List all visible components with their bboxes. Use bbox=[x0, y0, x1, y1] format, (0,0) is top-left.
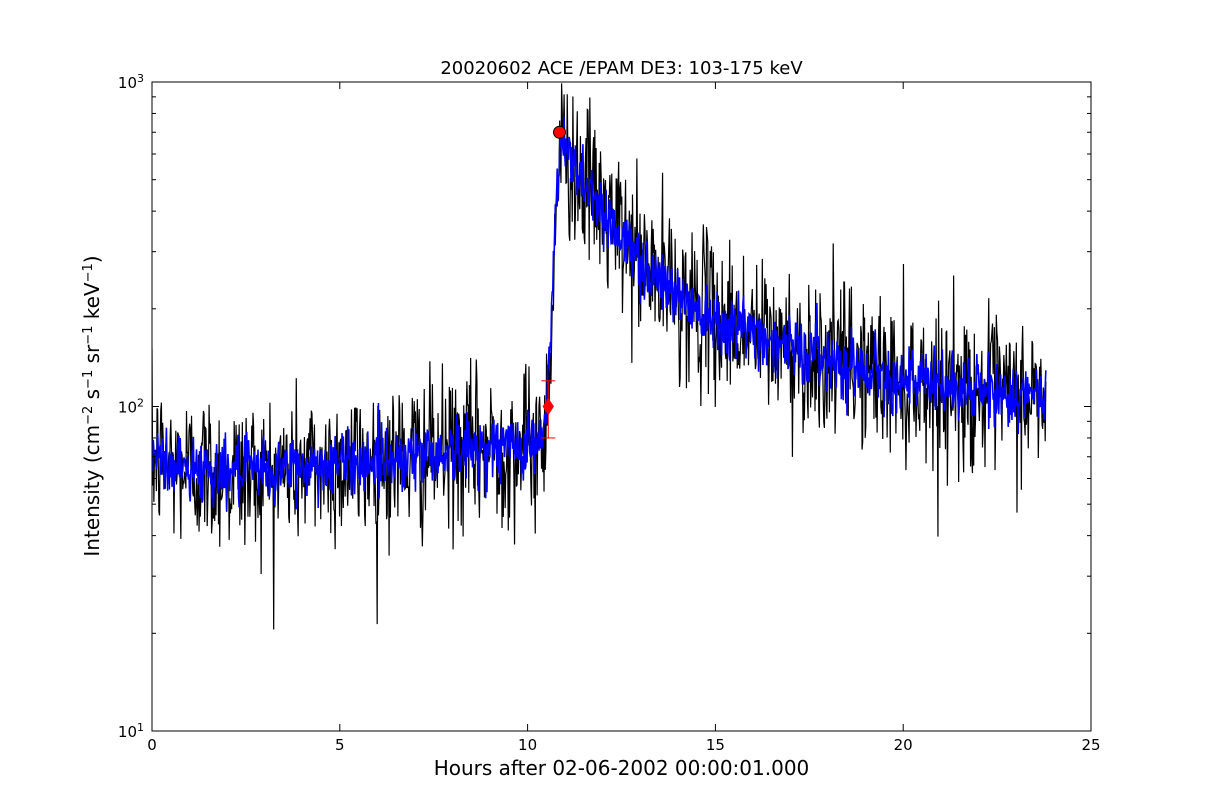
y-tick-label: 102 bbox=[118, 396, 144, 417]
series-line-smoothed bbox=[152, 116, 1047, 512]
marker-layer bbox=[541, 125, 567, 439]
onset-marker-diamond bbox=[542, 397, 554, 416]
x-tick-label: 5 bbox=[335, 736, 345, 754]
tick-labels-layer: 0 5 10 15 20 25 101 102 103 bbox=[118, 72, 1101, 755]
plot-data-layer bbox=[152, 83, 1047, 630]
peak-marker-circle bbox=[553, 125, 567, 139]
x-tick-label: 0 bbox=[147, 736, 157, 754]
x-tick-label: 15 bbox=[706, 736, 725, 754]
x-tick-label: 10 bbox=[518, 736, 537, 754]
chart-title: 20020602 ACE /EPAM DE3: 103-175 keV bbox=[440, 58, 803, 79]
y-axis-label: Intensity (cm−2 s−1 sr−1 keV−1) bbox=[80, 255, 104, 556]
x-tick-label: 20 bbox=[894, 736, 913, 754]
y-tick-label: 103 bbox=[118, 72, 144, 93]
y-tick-label: 101 bbox=[118, 721, 144, 742]
ticks-layer bbox=[151, 81, 1092, 732]
x-axis-label: Hours after 02-06-2002 00:00:01.000 bbox=[434, 756, 810, 780]
x-tick-label: 25 bbox=[1081, 736, 1100, 754]
